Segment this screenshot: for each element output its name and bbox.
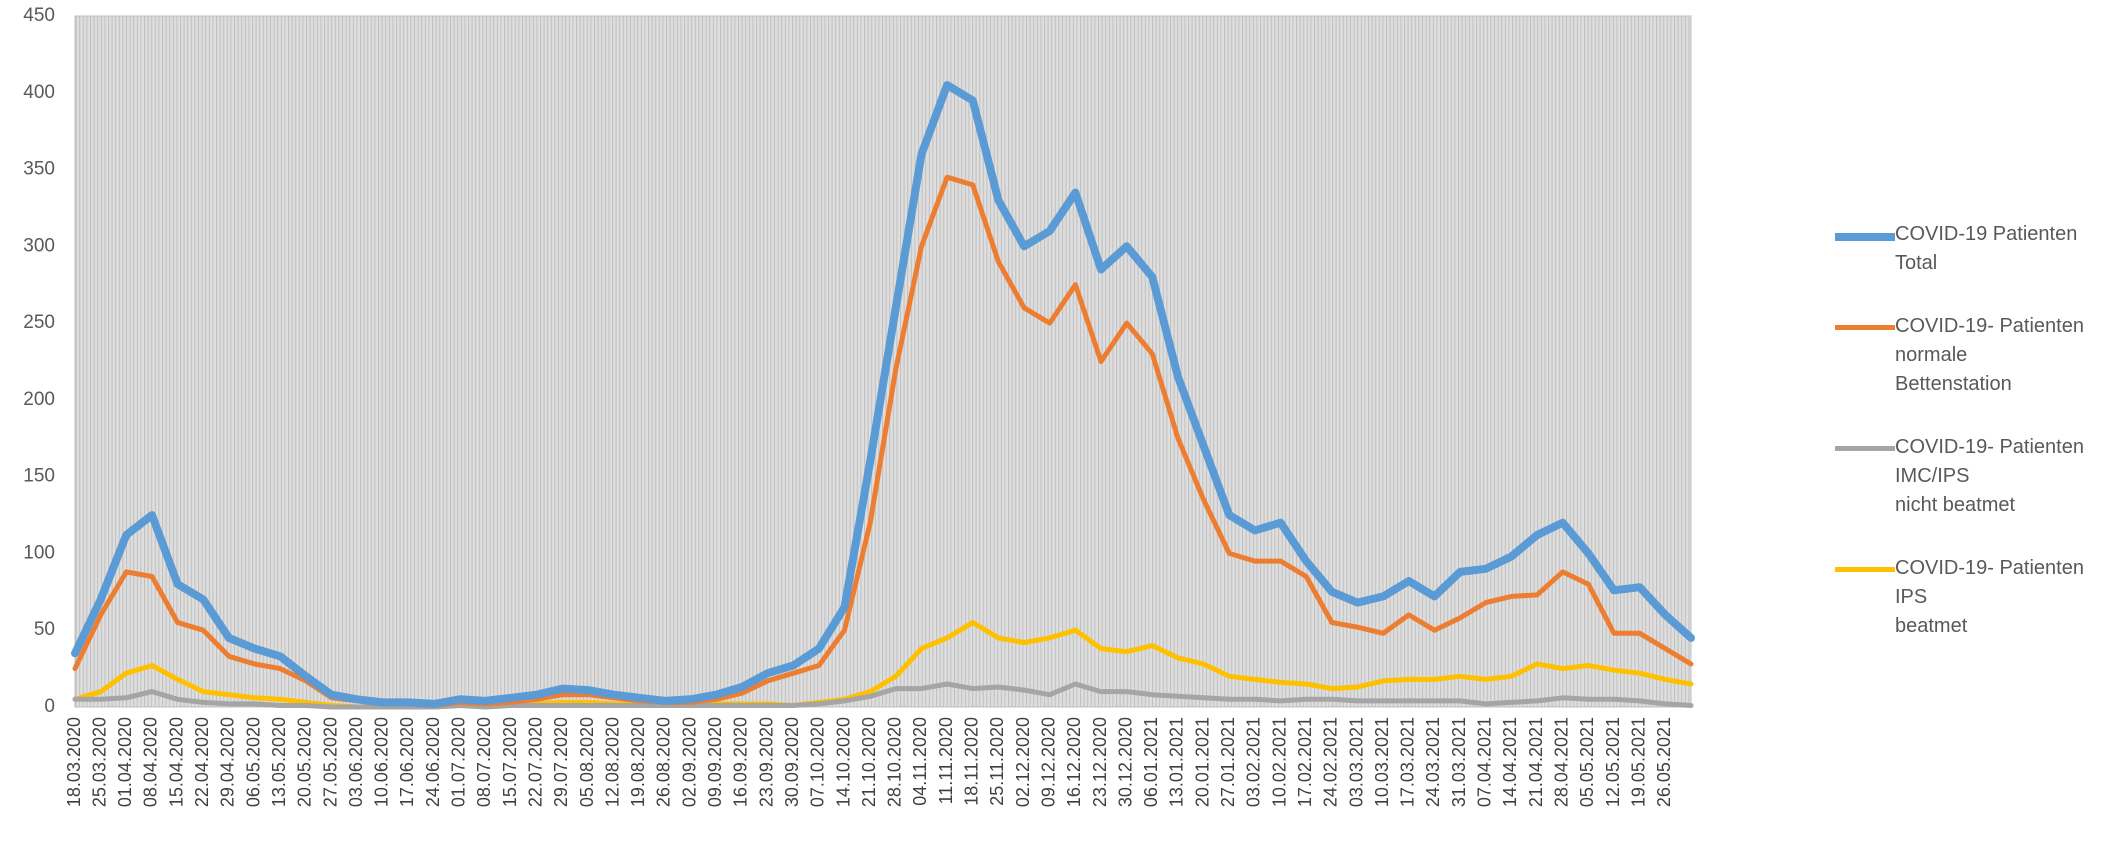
x-tick-label: 08.07.2020 xyxy=(474,717,494,807)
x-tick-label: 02.09.2020 xyxy=(679,717,699,807)
x-tick-label: 15.07.2020 xyxy=(500,717,520,807)
x-tick-label: 14.10.2020 xyxy=(833,717,853,807)
x-tick-label: 14.04.2021 xyxy=(1500,717,1520,807)
x-tick-label: 11.11.2020 xyxy=(936,717,956,804)
x-tick-label: 15.04.2020 xyxy=(166,717,186,807)
x-tick-label: 06.01.2021 xyxy=(1141,717,1161,807)
x-tick-label: 24.02.2021 xyxy=(1321,717,1341,807)
y-tick-label: 50 xyxy=(34,619,55,640)
x-tick-label: 02.12.2020 xyxy=(1013,717,1033,807)
x-tick-label: 21.10.2020 xyxy=(859,717,879,807)
x-tick-label: 30.09.2020 xyxy=(782,717,802,807)
x-tick-label: 10.06.2020 xyxy=(372,717,392,807)
y-tick-label: 150 xyxy=(23,466,55,487)
legend-label: COVID-19- Patienten normale Bettenstatio… xyxy=(1895,315,2084,395)
x-tick-label: 10.03.2021 xyxy=(1372,717,1392,807)
y-tick-label: 350 xyxy=(23,159,55,180)
legend-swatch xyxy=(1835,325,1895,330)
x-tick-label: 05.05.2021 xyxy=(1577,717,1597,807)
x-tick-label: 17.03.2021 xyxy=(1398,717,1418,807)
x-tick-label: 03.06.2020 xyxy=(346,717,366,807)
legend: COVID-19 Patienten Total COVID-19- Patien… xyxy=(1835,220,2105,675)
legend-item: COVID-19- Patienten IMC/IPS nicht beatme… xyxy=(1835,433,2105,520)
x-tick-label: 18.11.2020 xyxy=(962,717,982,806)
legend-item: COVID-19- Patienten IPS beatmet xyxy=(1835,554,2105,641)
x-tick-label: 23.09.2020 xyxy=(756,717,776,807)
x-tick-label: 21.04.2021 xyxy=(1526,717,1546,807)
x-tick-label: 20.05.2020 xyxy=(295,717,315,807)
x-tick-label: 22.04.2020 xyxy=(192,717,212,807)
series-line xyxy=(72,681,1694,710)
x-tick-label: 13.01.2021 xyxy=(1167,717,1187,807)
x-tick-label: 08.04.2020 xyxy=(141,717,161,807)
x-tick-label: 30.12.2020 xyxy=(1115,717,1135,807)
legend-item: COVID-19 Patienten Total xyxy=(1835,220,2105,278)
x-tick-label: 07.10.2020 xyxy=(808,717,828,807)
x-tick-label: 09.12.2020 xyxy=(1038,717,1058,807)
legend-item: COVID-19- Patienten normale Bettenstatio… xyxy=(1835,312,2105,399)
x-tick-label: 23.12.2020 xyxy=(1090,717,1110,807)
series-line xyxy=(71,81,1695,708)
x-tick-label: 03.02.2021 xyxy=(1244,717,1264,807)
x-tick-label: 25.11.2020 xyxy=(987,717,1007,806)
y-tick-label: 250 xyxy=(23,312,55,333)
x-tick-label: 12.05.2021 xyxy=(1603,717,1623,807)
legend-label: COVID-19- Patienten IPS beatmet xyxy=(1895,557,2084,637)
y-tick-label: 400 xyxy=(23,82,55,103)
x-tick-label: 03.03.2021 xyxy=(1346,717,1366,807)
y-tick-label: 0 xyxy=(44,696,55,717)
x-tick-label: 27.05.2020 xyxy=(320,717,340,807)
x-tick-label: 16.09.2020 xyxy=(731,717,751,807)
legend-label: COVID-19 Patienten Total xyxy=(1895,223,2078,274)
x-tick-label: 20.01.2021 xyxy=(1192,717,1212,807)
x-tick-label: 01.04.2020 xyxy=(115,717,135,807)
x-tick-label: 17.06.2020 xyxy=(397,717,417,807)
y-tick-label: 200 xyxy=(23,389,55,410)
x-tick-label: 29.04.2020 xyxy=(218,717,238,807)
x-tick-label: 04.11.2020 xyxy=(910,717,930,806)
x-tick-label: 19.08.2020 xyxy=(628,717,648,807)
x-tick-label: 17.02.2021 xyxy=(1295,717,1315,807)
x-tick-label: 31.03.2021 xyxy=(1449,717,1469,807)
x-tick-label: 13.05.2020 xyxy=(269,717,289,807)
x-tick-label: 22.07.2020 xyxy=(525,717,545,807)
x-tick-label: 28.04.2021 xyxy=(1551,717,1571,807)
x-tick-label: 18.03.2020 xyxy=(64,717,84,807)
x-tick-label: 09.09.2020 xyxy=(705,717,725,807)
x-tick-label: 12.08.2020 xyxy=(602,717,622,807)
x-tick-label: 01.07.2020 xyxy=(449,717,469,807)
legend-label: COVID-19- Patienten IMC/IPS nicht beatme… xyxy=(1895,436,2084,516)
x-tick-label: 24.06.2020 xyxy=(423,717,443,807)
legend-swatch xyxy=(1835,567,1895,572)
x-tick-label: 26.08.2020 xyxy=(654,717,674,807)
x-tick-label: 19.05.2021 xyxy=(1628,717,1648,807)
x-tick-label: 16.12.2020 xyxy=(1064,717,1084,807)
x-tick-label: 24.03.2021 xyxy=(1423,717,1443,807)
x-tick-label: 28.10.2020 xyxy=(885,717,905,807)
x-tick-label: 07.04.2021 xyxy=(1475,717,1495,807)
x-tick-label: 10.02.2021 xyxy=(1269,717,1289,807)
y-tick-label: 100 xyxy=(23,542,55,563)
y-tick-label: 450 xyxy=(23,5,55,26)
legend-swatch xyxy=(1835,446,1895,451)
y-tick-label: 300 xyxy=(23,235,55,256)
x-tick-label: 25.03.2020 xyxy=(89,717,109,807)
x-tick-label: 29.07.2020 xyxy=(551,717,571,807)
legend-swatch xyxy=(1835,233,1895,241)
x-tick-label: 05.08.2020 xyxy=(577,717,597,807)
x-tick-label: 06.05.2020 xyxy=(243,717,263,807)
x-tick-label: 27.01.2021 xyxy=(1218,717,1238,807)
x-tick-label: 26.05.2021 xyxy=(1654,717,1674,807)
